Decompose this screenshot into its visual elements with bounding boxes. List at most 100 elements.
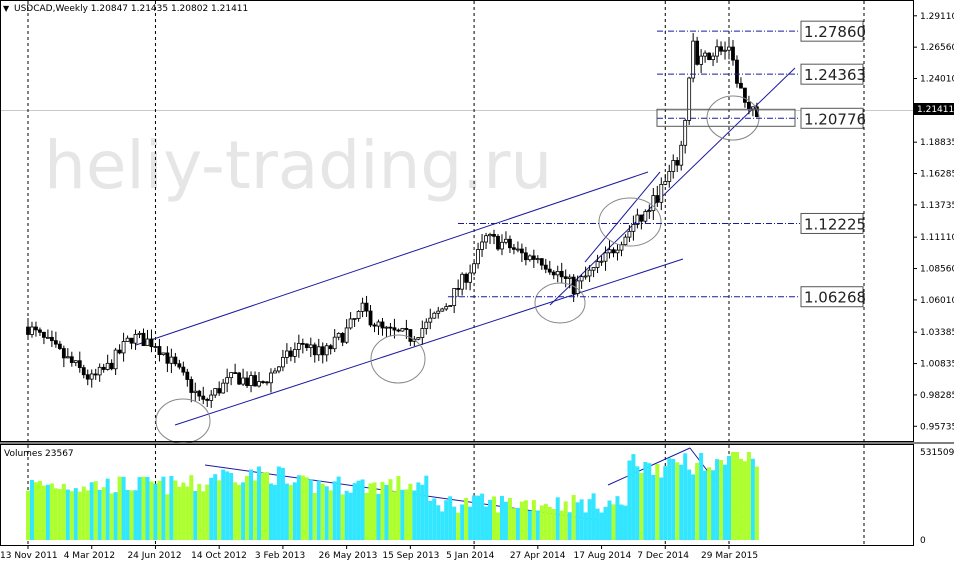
volume-bar [754,466,759,540]
volume-bar [157,480,162,540]
candle-body [352,318,357,320]
y-tick-label: 1.16285 [920,170,954,180]
volume-bar [555,497,560,540]
symbol-triangle-icon: ▼ [3,4,10,13]
volume-bar [730,452,735,540]
candle-body [739,82,743,89]
candle-body [679,144,684,166]
volume-tick-label: 531509 [920,448,954,458]
volume-bar [404,489,409,540]
volume-bar [480,493,485,540]
candle-body [631,224,636,232]
y-tick-label: 1.00835 [920,360,954,370]
candle-body [109,362,114,370]
volume-bar [746,452,751,540]
volume-bar [412,490,417,540]
volume-bar [384,484,389,540]
volume-bar [436,505,441,540]
volume-bar [603,506,608,540]
volume-bar [344,490,349,540]
volume-bar [257,466,262,540]
current-price-tag [914,103,954,115]
volume-bar [189,475,194,540]
volume-bar [456,512,461,540]
candle-body [400,328,405,332]
candle-body [273,370,277,374]
candle-body [516,248,520,251]
candle-body [623,236,628,246]
candle-body [488,233,492,237]
volume-bar [304,477,309,540]
y-tick-label: 1.06010 [920,296,954,306]
candle-body [535,258,540,261]
x-tick-label: 3 Feb 2013 [255,551,305,561]
candle-body [723,49,727,52]
candle-body [444,306,449,310]
volume-bar [348,492,353,540]
candle-body [456,288,461,290]
volume-bar [272,484,277,540]
candle-body [424,321,429,329]
volume-bar [129,490,134,540]
candle-body [372,324,377,327]
volume-bar [225,471,230,540]
candle-body [523,252,528,261]
candle-body [388,326,393,329]
candle-body [699,55,704,65]
volume-bar [249,469,254,540]
volume-bar [237,484,242,540]
volume-bars-layer [26,452,759,540]
volume-label: Volumes 23567 [4,449,74,459]
candle-body [217,388,222,394]
volume-bar [543,503,548,540]
candle-body [547,268,552,273]
candle-body [257,381,261,387]
candle-body [141,332,146,347]
y-tick-label: 1.18835 [920,138,954,148]
candle-body [575,280,580,294]
volume-bar [523,500,528,540]
candle-body [46,336,50,339]
highlight-circle [598,197,662,247]
volume-bar [734,452,739,540]
current-price-label: 1.21411 [917,105,954,115]
volume-bar [161,476,166,540]
candle-body [77,360,82,369]
candle-body [408,329,413,342]
candle-body [284,350,289,358]
candles-layer [26,33,759,408]
candle-body [707,52,711,61]
x-tick-label: 17 Aug 2014 [574,551,632,561]
volume-bar [133,490,138,540]
candle-body [181,366,186,373]
volume-bar [368,483,373,540]
volume-bar [372,482,377,540]
candle-body [125,337,130,342]
volume-bar [388,479,393,540]
volume-bar [69,491,74,540]
y-tick-label: 0.98285 [920,391,954,401]
volume-bar [679,464,684,540]
volume-bar [356,480,361,540]
candle-body [743,87,747,103]
volume-bar [531,500,536,540]
volume-bar [396,476,401,540]
volume-bar [105,478,110,540]
candle-body [639,214,644,222]
candle-body [277,366,281,372]
y-axis-labels: 1.29110 1.26560 1.24010 1.18835 1.16285 1.137… [913,12,954,546]
volume-bar [444,500,449,540]
volume-bar [511,508,516,540]
candle-body [49,336,54,342]
volume-bar [324,486,329,540]
symbol-header: USDCAD,Weekly 1.20847 1.21435 1.20802 1.… [14,4,248,14]
candle-body [563,276,568,279]
volume-bar [296,475,301,540]
candle-body [671,160,676,172]
y-tick-label: 1.24010 [920,75,954,85]
candle-body [691,40,696,79]
candle-body [296,342,301,350]
x-tick-label: 5 Jan 2014 [446,551,494,561]
candle-body [189,379,194,393]
